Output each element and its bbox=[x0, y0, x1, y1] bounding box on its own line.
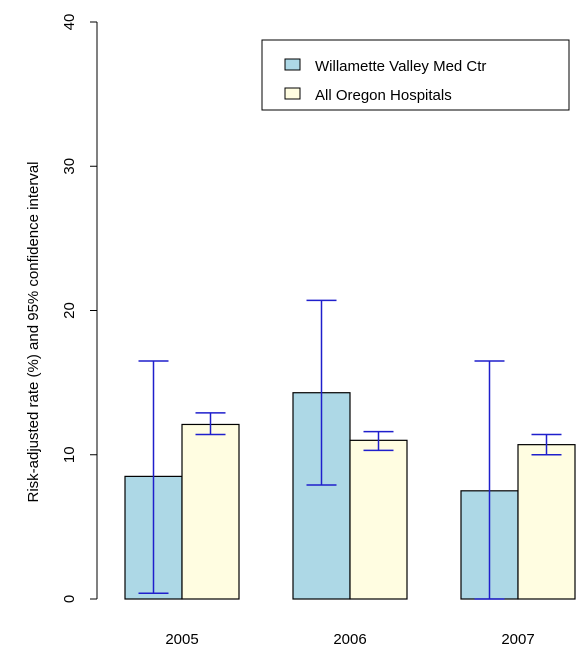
x-tick-label: 2005 bbox=[165, 631, 198, 648]
y-axis: 0 10 20 30 40 bbox=[61, 14, 98, 603]
y-tick-label: 10 bbox=[61, 446, 78, 463]
bars bbox=[124, 392, 576, 600]
legend-swatch-0 bbox=[284, 58, 301, 71]
x-tick-labels: 2005 2006 2007 bbox=[165, 631, 534, 648]
legend: Willamette Valley Med Ctr All Oregon Hos… bbox=[261, 39, 570, 111]
y-tick-label: 40 bbox=[61, 14, 78, 31]
y-axis-label: Risk-adjusted rate (%) and 95% confidenc… bbox=[25, 161, 42, 502]
x-tick-label: 2007 bbox=[501, 631, 534, 648]
legend-swatch-1 bbox=[284, 87, 301, 100]
y-tick-label: 0 bbox=[61, 595, 78, 603]
bar-oregon-2005 bbox=[181, 423, 240, 600]
y-tick-label: 20 bbox=[61, 302, 78, 319]
error-bars bbox=[138, 299, 562, 600]
y-ticks: 0 10 20 30 40 bbox=[61, 14, 97, 603]
x-tick-label: 2006 bbox=[333, 631, 366, 648]
legend-label-1: All Oregon Hospitals bbox=[315, 87, 452, 104]
legend-label-0: Willamette Valley Med Ctr bbox=[315, 58, 486, 75]
legend-box bbox=[261, 39, 570, 111]
bar-oregon-2007 bbox=[517, 444, 576, 600]
y-tick-label: 30 bbox=[61, 158, 78, 175]
bar-oregon-2006 bbox=[349, 439, 408, 600]
